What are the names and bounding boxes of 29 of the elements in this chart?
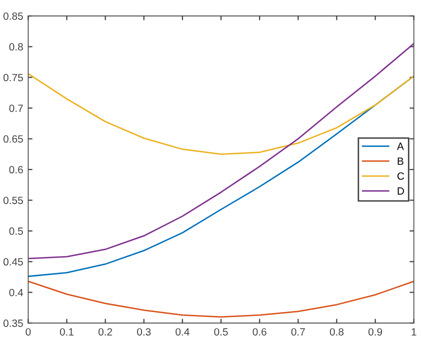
x-tick-label: 0.3 — [137, 328, 151, 336]
legend-label: C — [397, 172, 404, 180]
y-tick-label: 0.75 — [3, 74, 23, 82]
x-tick-label: 0.2 — [98, 328, 112, 336]
x-tick-label: 0.5 — [214, 328, 228, 336]
y-tick-label: 0.6 — [9, 166, 23, 174]
x-tick-label: 0.1 — [60, 328, 74, 336]
legend-label: B — [398, 158, 404, 165]
x-tick-label: 0.9 — [368, 328, 382, 336]
y-tick-label: 0.55 — [3, 196, 23, 204]
legend-label: A — [396, 142, 404, 150]
x-tick-label: 0.4 — [176, 328, 190, 336]
y-tick-label: 0.65 — [3, 135, 23, 143]
y-tick-label: 0.5 — [9, 227, 23, 235]
y-tick-label: 0.45 — [3, 258, 23, 266]
y-tick-label: 0.4 — [9, 288, 24, 296]
y-tick-label: 0.85 — [3, 12, 23, 20]
x-tick-label: 0.8 — [330, 328, 344, 336]
line-series — [28, 280, 414, 318]
line-series — [28, 42, 414, 260]
x-tick-label: 1 — [412, 328, 416, 336]
y-tick-label: 0.35 — [3, 320, 23, 327]
x-tick-label: 0.6 — [252, 328, 266, 336]
y-tick-label: 0.8 — [9, 43, 23, 51]
line-series — [28, 73, 414, 155]
x-tick-label: 0 — [26, 328, 31, 336]
legend-label: D — [398, 187, 404, 195]
x-tick-label: 0.7 — [291, 328, 305, 336]
y-tick-label: 0.7 — [9, 104, 23, 112]
